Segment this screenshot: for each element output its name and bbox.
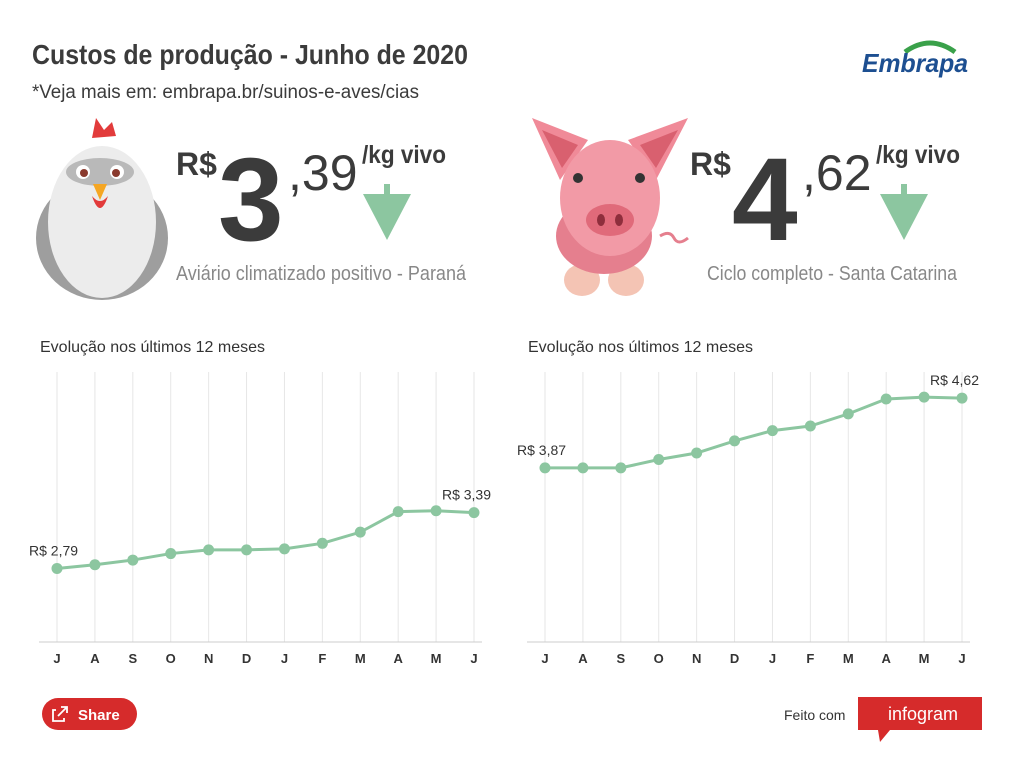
currency: R$ bbox=[176, 146, 217, 182]
x-tick-label: S bbox=[616, 651, 625, 666]
point bbox=[468, 507, 480, 519]
ear-inner bbox=[640, 130, 678, 168]
x-tick-label: A bbox=[90, 651, 100, 666]
x-tick-label: M bbox=[355, 651, 366, 666]
logo-text: Embrapa bbox=[862, 48, 968, 78]
down-arrow bbox=[363, 184, 411, 240]
body bbox=[48, 146, 156, 298]
x-tick-label: M bbox=[919, 651, 930, 666]
x-tick-label: A bbox=[393, 651, 403, 666]
x-tick-label: O bbox=[654, 651, 664, 666]
x-tick-label: J bbox=[958, 651, 965, 666]
x-tick-label: N bbox=[692, 651, 701, 666]
x-tick-label: M bbox=[431, 651, 442, 666]
subtitle: *Veja mais em: embrapa.br/suinos-e-aves/… bbox=[32, 82, 419, 103]
price-decimals: ,62 bbox=[802, 145, 872, 201]
down-arrow bbox=[880, 184, 928, 240]
chart-title: Evolução nos últimos 12 meses bbox=[528, 339, 753, 356]
description: Aviário climatizado positivo - Paraná bbox=[176, 263, 467, 285]
point bbox=[577, 462, 589, 474]
point bbox=[804, 420, 816, 432]
share-icon[interactable] bbox=[52, 706, 68, 722]
point bbox=[539, 462, 551, 474]
x-tick-label: S bbox=[128, 651, 137, 666]
wattle bbox=[92, 196, 108, 208]
pupil bbox=[80, 169, 88, 177]
point bbox=[729, 435, 741, 447]
badge-text[interactable]: infogram bbox=[888, 704, 958, 724]
line bbox=[545, 395, 963, 470]
pig-illustration bbox=[532, 118, 689, 296]
point bbox=[392, 506, 404, 518]
point bbox=[880, 393, 892, 405]
x-tick-label: F bbox=[806, 651, 814, 666]
x-tick-label: J bbox=[53, 651, 60, 666]
line bbox=[56, 509, 475, 570]
comb bbox=[92, 118, 116, 138]
point bbox=[842, 408, 854, 420]
value-label: R$ 4,62 bbox=[930, 372, 979, 388]
point bbox=[51, 562, 63, 574]
price-unit: /kg vivo bbox=[362, 141, 446, 169]
x-tick-label: A bbox=[881, 651, 891, 666]
x-tick-label: J bbox=[769, 651, 776, 666]
nostril bbox=[597, 214, 605, 226]
point bbox=[430, 505, 442, 517]
badge-bg[interactable] bbox=[858, 697, 982, 742]
x-tick-label: D bbox=[242, 651, 251, 666]
point bbox=[354, 526, 366, 538]
x-tick-label: N bbox=[204, 651, 213, 666]
point bbox=[241, 544, 253, 556]
point bbox=[278, 543, 290, 555]
share-button[interactable]: Share bbox=[42, 698, 137, 730]
tail bbox=[659, 231, 689, 244]
value-label: R$ 3,87 bbox=[517, 442, 566, 458]
x-tick-label: F bbox=[318, 651, 326, 666]
point bbox=[127, 554, 139, 566]
price-integer: 3 bbox=[218, 134, 284, 266]
point bbox=[766, 425, 778, 437]
currency: R$ bbox=[690, 146, 731, 182]
x-tick-label: A bbox=[578, 651, 588, 666]
x-tick-label: M bbox=[843, 651, 854, 666]
ear-inner bbox=[542, 130, 578, 168]
eye bbox=[573, 173, 583, 183]
logo-arc bbox=[903, 40, 957, 55]
x-tick-label: J bbox=[281, 651, 288, 666]
point bbox=[165, 548, 177, 560]
logo: Embrapa bbox=[862, 40, 968, 78]
price-integer: 4 bbox=[732, 134, 798, 266]
nostril bbox=[615, 214, 623, 226]
value-label: R$ 2,79 bbox=[29, 542, 78, 558]
x-tick-label: J bbox=[541, 651, 548, 666]
eye bbox=[635, 173, 645, 183]
snout bbox=[586, 204, 634, 236]
value-label: R$ 3,39 bbox=[442, 487, 491, 503]
chart-title: Evolução nos últimos 12 meses bbox=[40, 339, 265, 356]
point bbox=[89, 559, 101, 571]
point bbox=[691, 447, 703, 459]
made-with: Feito com bbox=[784, 707, 845, 723]
share-bg[interactable] bbox=[42, 698, 137, 730]
price-unit: /kg vivo bbox=[876, 141, 960, 169]
x-tick-label: J bbox=[470, 651, 477, 666]
x-tick-label: O bbox=[166, 651, 176, 666]
beak bbox=[93, 184, 107, 200]
x-tick-label: D bbox=[730, 651, 739, 666]
point bbox=[203, 544, 215, 556]
description: Ciclo completo - Santa Catarina bbox=[707, 263, 958, 285]
point bbox=[918, 391, 930, 403]
point bbox=[956, 392, 968, 404]
point bbox=[316, 537, 328, 549]
head bbox=[560, 140, 660, 256]
price-decimals: ,39 bbox=[288, 145, 358, 201]
chicken-illustration bbox=[36, 118, 168, 300]
share-label[interactable]: Share bbox=[78, 707, 120, 724]
infogram-badge[interactable]: infogram bbox=[858, 697, 982, 742]
pupil bbox=[112, 169, 120, 177]
point bbox=[615, 462, 627, 474]
point bbox=[653, 454, 665, 466]
title: Custos de produção - Junho de 2020 bbox=[32, 39, 468, 70]
